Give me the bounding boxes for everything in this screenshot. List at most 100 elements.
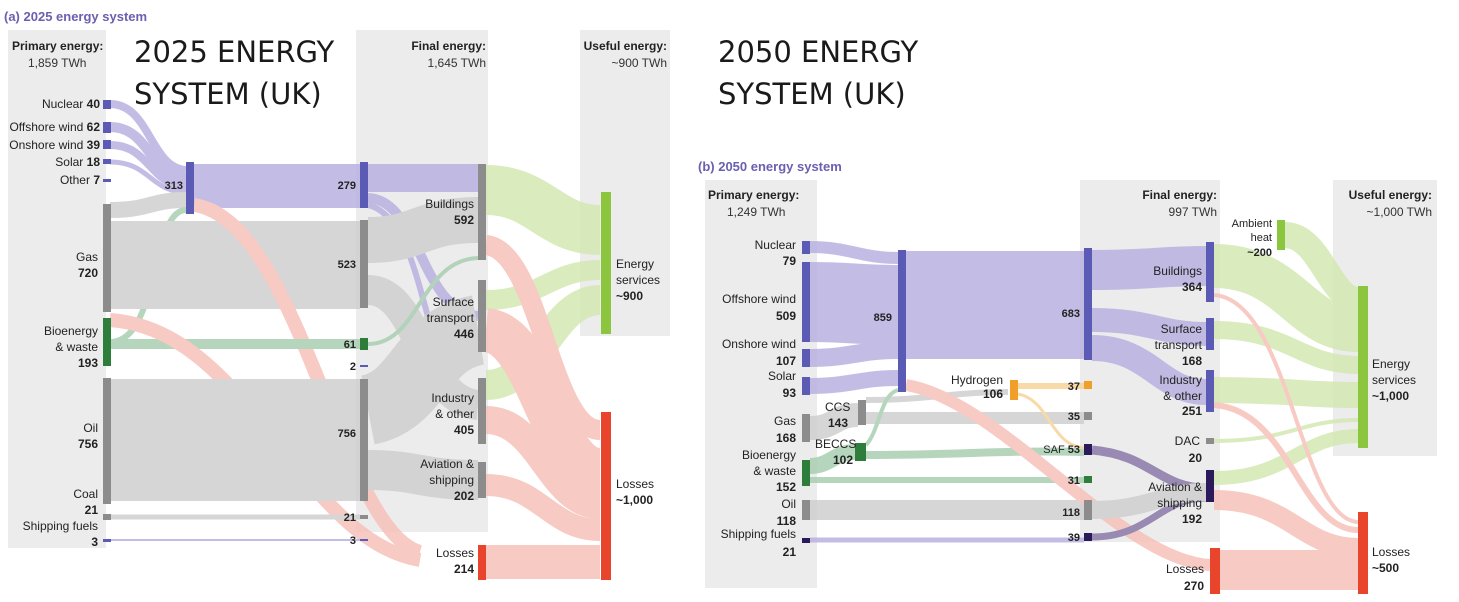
carrier-oil-value: 756: [338, 428, 356, 440]
node-nuclear-2050: [802, 241, 810, 254]
sector-transport-2050-line1: Surface: [1161, 322, 1203, 336]
label-bio-line1: Bioenergy: [44, 324, 98, 338]
useful-energy-value: ~900: [616, 289, 643, 303]
node-nuclear: [103, 100, 111, 109]
sector-transport-value: 446: [454, 327, 474, 341]
carrier-labels-2025: 279 523 61 2 756 21 3: [338, 180, 356, 547]
flow-buildings-energy-2050: [1212, 244, 1360, 352]
useful-energy-heading-2050: Useful energy:: [1349, 188, 1432, 202]
overlay-title-2025-line1: 2025 ENERGY: [134, 35, 335, 69]
ambient-heat-value: ~200: [1247, 247, 1272, 259]
source-nodes-2025: [103, 100, 194, 542]
node-beccs: [855, 443, 866, 461]
flow-aviation-loss-2050: [1213, 490, 1359, 558]
sector-aviation-2050-value: 192: [1182, 512, 1202, 526]
label-electricity-gen-2050: 859: [874, 312, 892, 324]
label-bio-line2: & waste: [55, 340, 98, 354]
label-onshore-2050-name: Onshore wind: [722, 337, 796, 351]
sector-transport-line1: Surface: [433, 295, 475, 309]
final-energy-heading-2050: Final energy:: [1142, 188, 1217, 202]
sector-aviation-2050-line2: shipping: [1157, 496, 1202, 510]
panel-2050: (b) 2050 energy system Primary energy: 1…: [698, 159, 1437, 594]
label-coal-value: 21: [85, 503, 99, 517]
sector-aviation-value: 202: [454, 489, 474, 503]
sector-transport-line2: transport: [427, 311, 475, 325]
useful-energy-line1: Energy: [616, 257, 654, 271]
sector-buildings-2050-name: Buildings: [1153, 264, 1202, 278]
ambient-heat-line2: heat: [1251, 232, 1272, 244]
useful-energy-2050-value: ~1,000: [1372, 389, 1409, 403]
useful-losses-node: [601, 412, 611, 580]
sector-transport-2050: [1206, 318, 1214, 350]
flow-onshore-elec-2050: [809, 341, 899, 367]
label-bio-value: 193: [78, 356, 98, 370]
carrier-coal: [360, 515, 368, 519]
flow-h2-saf-2050: [1017, 392, 1085, 450]
node-onshore: [103, 140, 111, 149]
flow-industry-loss: [484, 406, 602, 519]
carrier-oil-2050-value: 118: [1062, 507, 1080, 519]
flow-aviation-energy-2050: [1213, 429, 1359, 485]
sector-industry-line1: Industry: [431, 391, 474, 405]
flow-offshore-elec: [109, 122, 187, 183]
node-bio-2050: [802, 460, 810, 486]
carrier-ship-2050-value: 39: [1068, 532, 1080, 544]
sector-aviation-2050-line1: Aviation &: [1148, 480, 1202, 494]
node-ambient-heat: [1277, 220, 1285, 250]
flow-transport-energy-2050: [1213, 321, 1359, 374]
panel-2025-title: (a) 2025 energy system: [4, 9, 147, 24]
carrier-bio-value: 61: [344, 339, 356, 351]
sector-losses-2050-value: 270: [1184, 579, 1204, 593]
final-energy-heading: Final energy:: [411, 39, 486, 53]
node-coal: [103, 514, 111, 520]
sector-nodes-2050: [1206, 220, 1285, 594]
flow-elec-buildings-2050: [1091, 246, 1207, 290]
sector-transport: [478, 280, 486, 352]
flow-gas-elecloss: [192, 198, 423, 559]
label-gas-2050-name: Gas: [774, 414, 796, 428]
label-nuclear-2050-value: 79: [783, 254, 797, 268]
sector-industry-2050-line2: & other: [1163, 389, 1202, 403]
label-hydrogen-value: 106: [983, 387, 1003, 401]
label-beccs-name: BECCS: [815, 437, 856, 451]
sector-dac-2050: [1206, 438, 1214, 444]
label-hydrogen-name: Hydrogen: [951, 373, 1003, 387]
carrier-gas-value: 523: [338, 259, 356, 271]
primary-energy-total-2050: 1,249 TWh: [727, 205, 785, 219]
node-onshore-2050: [802, 349, 810, 367]
sector-industry-2050: [1206, 370, 1214, 412]
node-bioenergy: [103, 318, 111, 366]
label-onshore: Onshore wind 39: [9, 138, 100, 152]
useful-energy-heading: Useful energy:: [584, 39, 667, 53]
node-shipping-fuels: [103, 539, 111, 542]
carrier-saf-2050: SAF 53: [1043, 444, 1080, 456]
useful-energy-services-node-2050: [1358, 286, 1368, 448]
label-beccs-value: 102: [833, 453, 853, 467]
ambient-heat-line1: Ambient: [1232, 218, 1272, 230]
sector-losses-2050-name: Losses: [1166, 562, 1204, 576]
panel-2025: (a) 2025 energy system Primary energy: 1…: [4, 9, 670, 580]
label-bio-2050-line1: Bioenergy: [742, 448, 796, 462]
sector-industry-2050-value: 251: [1182, 404, 1202, 418]
sector-labels-2025: Buildings 592 Surface transport 446 Indu…: [420, 197, 474, 576]
flow-beccs-elec-2050: [864, 388, 899, 447]
carrier-bio-2050: [1084, 476, 1092, 483]
overlay-title-2050-line1: 2050 ENERGY: [718, 35, 919, 69]
label-ship-name: Shipping fuels: [23, 519, 98, 533]
node-electricity-gen-2050: [898, 250, 906, 392]
useful-labels-2025: Energy services ~900 Losses ~1,000: [616, 257, 660, 507]
intermediate-labels-2050: 859 CCS 143 BECCS 102 Hydrogen 106: [815, 312, 1003, 467]
carrier-oil: [360, 379, 368, 501]
carrier-coal-value: 21: [344, 512, 356, 524]
flow-buildings-loss: [483, 235, 602, 440]
carrier-labels-2050: 683 37 35 SAF 53 31 118 39: [1043, 308, 1080, 544]
sector-aviation-line1: Aviation &: [420, 457, 474, 471]
flow-gas-buildings: [367, 197, 479, 263]
sector-industry: [478, 378, 486, 444]
node-shipping-2050: [802, 538, 810, 543]
node-oil: [103, 378, 111, 504]
label-gas-value: 720: [78, 266, 98, 280]
sector-buildings-name: Buildings: [425, 197, 474, 211]
useful-losses-value: ~1,000: [616, 493, 653, 507]
